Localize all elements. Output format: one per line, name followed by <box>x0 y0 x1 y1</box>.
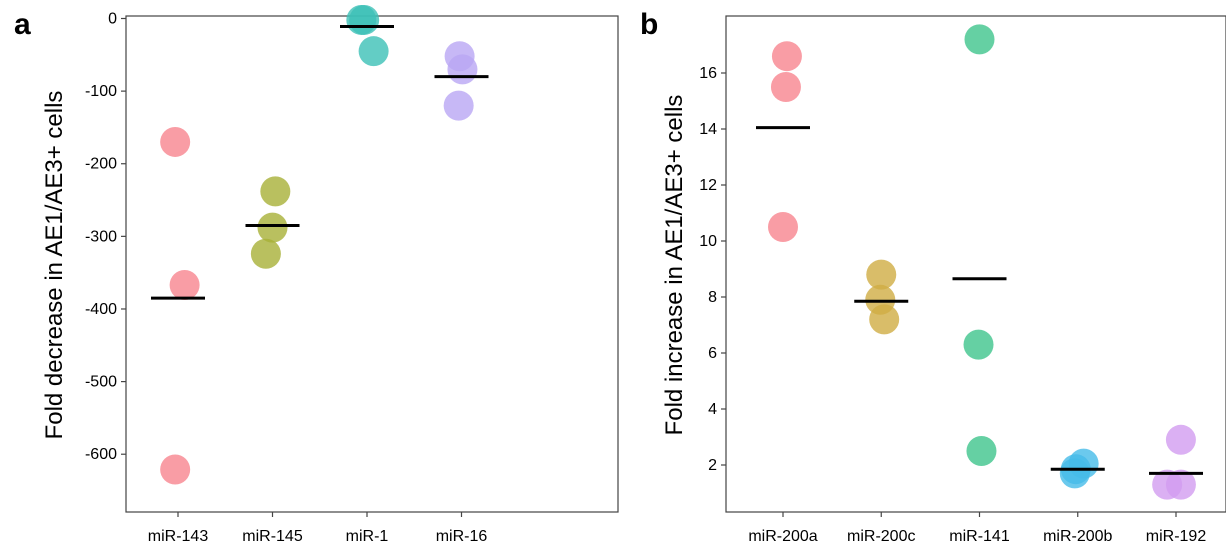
y-tick-label: 0 <box>108 11 117 28</box>
data-point-mir-192 <box>1165 424 1196 455</box>
data-point-mir-16 <box>443 90 474 121</box>
y-tick-label: -600 <box>85 446 117 463</box>
x-tick-label: miR-192 <box>1146 528 1207 545</box>
x-tick-label: miR-1 <box>346 528 389 545</box>
y-tick-label: 8 <box>708 289 717 306</box>
data-point-mir-200b <box>1059 458 1090 489</box>
y-tick-label: 16 <box>699 65 717 82</box>
data-point-mir-1 <box>358 36 389 67</box>
plot-frame-a <box>125 15 619 513</box>
data-point-mir-141 <box>963 329 994 360</box>
y-tick-label: 12 <box>699 177 717 194</box>
data-point-mir-1 <box>349 4 380 35</box>
data-point-mir-145 <box>257 212 288 243</box>
data-point-mir-143 <box>160 126 191 157</box>
data-point-mir-200c <box>866 259 897 290</box>
data-point-mir-145 <box>250 238 281 269</box>
y-tick-label: -100 <box>85 83 117 100</box>
x-tick-label: miR-145 <box>242 528 303 545</box>
data-point-mir-200a <box>768 212 798 242</box>
y-tick-label: 2 <box>708 457 717 474</box>
y-tick-label: 10 <box>699 233 717 250</box>
y-tick-label: 14 <box>699 121 717 138</box>
x-tick-label: miR-200a <box>748 528 817 545</box>
x-tick-label: miR-16 <box>436 528 488 545</box>
data-point-mir-143 <box>160 454 191 485</box>
panel-label-a: a <box>14 8 31 41</box>
data-point-mir-200a <box>770 72 801 102</box>
data-point-mir-141 <box>966 436 997 466</box>
plot-frame-b <box>725 15 1226 513</box>
panel-label-b: b <box>640 8 658 41</box>
y-axis-label-a: Fold decrease in AE1/AE3+ cells <box>41 91 68 440</box>
x-tick-label: miR-200c <box>847 528 915 545</box>
y-tick-label: 4 <box>708 401 717 418</box>
y-axis-label-b: Fold increase in AE1/AE3+ cells <box>661 95 688 436</box>
data-point-mir-200a <box>771 41 802 72</box>
data-point-mir-200c <box>869 304 900 335</box>
data-point-mir-145 <box>260 176 291 207</box>
y-tick-label: -400 <box>85 301 117 318</box>
x-tick-label: miR-200b <box>1043 528 1112 545</box>
data-point-mir-141 <box>964 24 995 55</box>
data-point-mir-192 <box>1152 469 1183 500</box>
y-tick-label: 6 <box>708 345 717 362</box>
x-tick-label: miR-141 <box>949 528 1010 545</box>
y-tick-label: -300 <box>85 228 117 245</box>
data-point-mir-143 <box>169 270 200 301</box>
data-point-mir-16 <box>447 54 478 85</box>
y-tick-label: -200 <box>85 156 117 173</box>
x-tick-label: miR-143 <box>148 528 209 545</box>
y-tick-label: -500 <box>85 374 117 391</box>
